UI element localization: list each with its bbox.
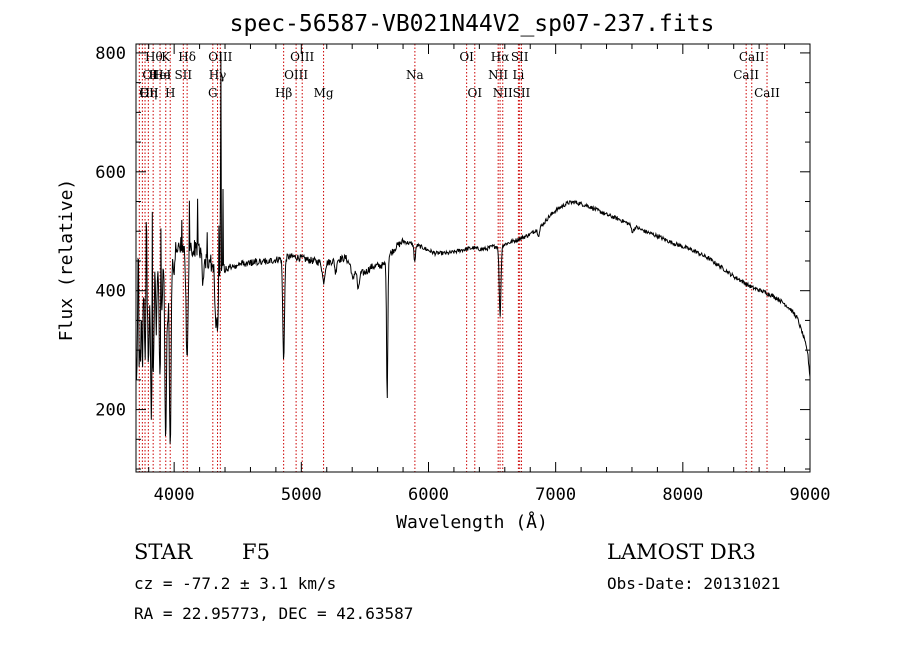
- line-label-5: HeI: [149, 68, 172, 82]
- object-class: STAR: [134, 540, 193, 564]
- line-label-23: Li: [512, 68, 524, 82]
- x-axis-ticks: 4000 5000 6000 7000 8000 9000: [148, 44, 831, 505]
- y-tick-label-200: 200: [95, 401, 126, 421]
- plot-frame: [135, 43, 811, 473]
- line-label-20: NII: [488, 68, 508, 82]
- x-tick-label-4000: 4000: [154, 485, 195, 505]
- line-label-9: Hδ: [178, 50, 196, 64]
- line-label-8: SII: [174, 68, 192, 82]
- spectrum-line: [135, 53, 811, 444]
- line-label-2: Hθ: [145, 50, 163, 64]
- x-tick-label-8000: 8000: [662, 485, 703, 505]
- y-axis-label: Flux (relative): [56, 179, 77, 342]
- line-label-26: CaII: [733, 68, 759, 82]
- line-label-24: SII: [511, 50, 529, 64]
- spectral-line-markers: [138, 44, 768, 472]
- spectral-line-labels: OIIOIHθHηHeHeIKHSIIHδGHγOIIIHβOIIIOIIIMg…: [139, 50, 780, 100]
- chart-title: spec-56587-VB021N44V2_sp07-237.fits: [230, 11, 715, 37]
- y-tick-label-800: 800: [95, 44, 126, 64]
- line-label-27: CaII: [739, 50, 765, 64]
- line-label-14: OIII: [284, 68, 308, 82]
- line-label-17: Na: [406, 68, 424, 82]
- line-label-3: Hη: [140, 86, 158, 100]
- x-axis-label: Wavelength (Å): [396, 511, 548, 533]
- y-tick-label-400: 400: [95, 282, 126, 302]
- line-label-16: Mg: [314, 86, 334, 100]
- line-label-15: OIII: [290, 50, 314, 64]
- line-label-10: G: [208, 86, 218, 100]
- y-axis-ticks: 200 400 600 800: [95, 44, 810, 470]
- line-label-25: SII: [513, 86, 531, 100]
- line-label-22: NII: [493, 86, 513, 100]
- line-label-11: Hγ: [209, 68, 227, 82]
- observation-date: Obs-Date: 20131021: [607, 574, 780, 593]
- line-label-1: OI: [142, 68, 157, 82]
- x-tick-label-7000: 7000: [535, 485, 576, 505]
- y-tick-label-600: 600: [95, 163, 126, 183]
- line-label-28: CaII: [754, 86, 780, 100]
- x-tick-label-5000: 5000: [281, 485, 322, 505]
- line-label-19: OI: [467, 86, 482, 100]
- line-label-18: OI: [459, 50, 474, 64]
- line-label-21: Hα: [491, 50, 510, 64]
- line-label-0: OII: [139, 86, 159, 100]
- line-label-13: Hβ: [275, 86, 292, 100]
- coordinates-readout: RA = 22.95773, DEC = 42.63587: [134, 604, 413, 623]
- velocity-readout: cz = -77.2 ± 3.1 km/s: [134, 574, 336, 593]
- object-subclass: F5: [242, 540, 270, 564]
- line-label-4: He: [153, 68, 171, 82]
- line-label-6: K: [161, 50, 171, 64]
- line-label-7: H: [165, 86, 175, 100]
- survey-name: LAMOST DR3: [607, 540, 756, 564]
- x-tick-label-6000: 6000: [408, 485, 449, 505]
- x-tick-label-9000: 9000: [790, 485, 831, 505]
